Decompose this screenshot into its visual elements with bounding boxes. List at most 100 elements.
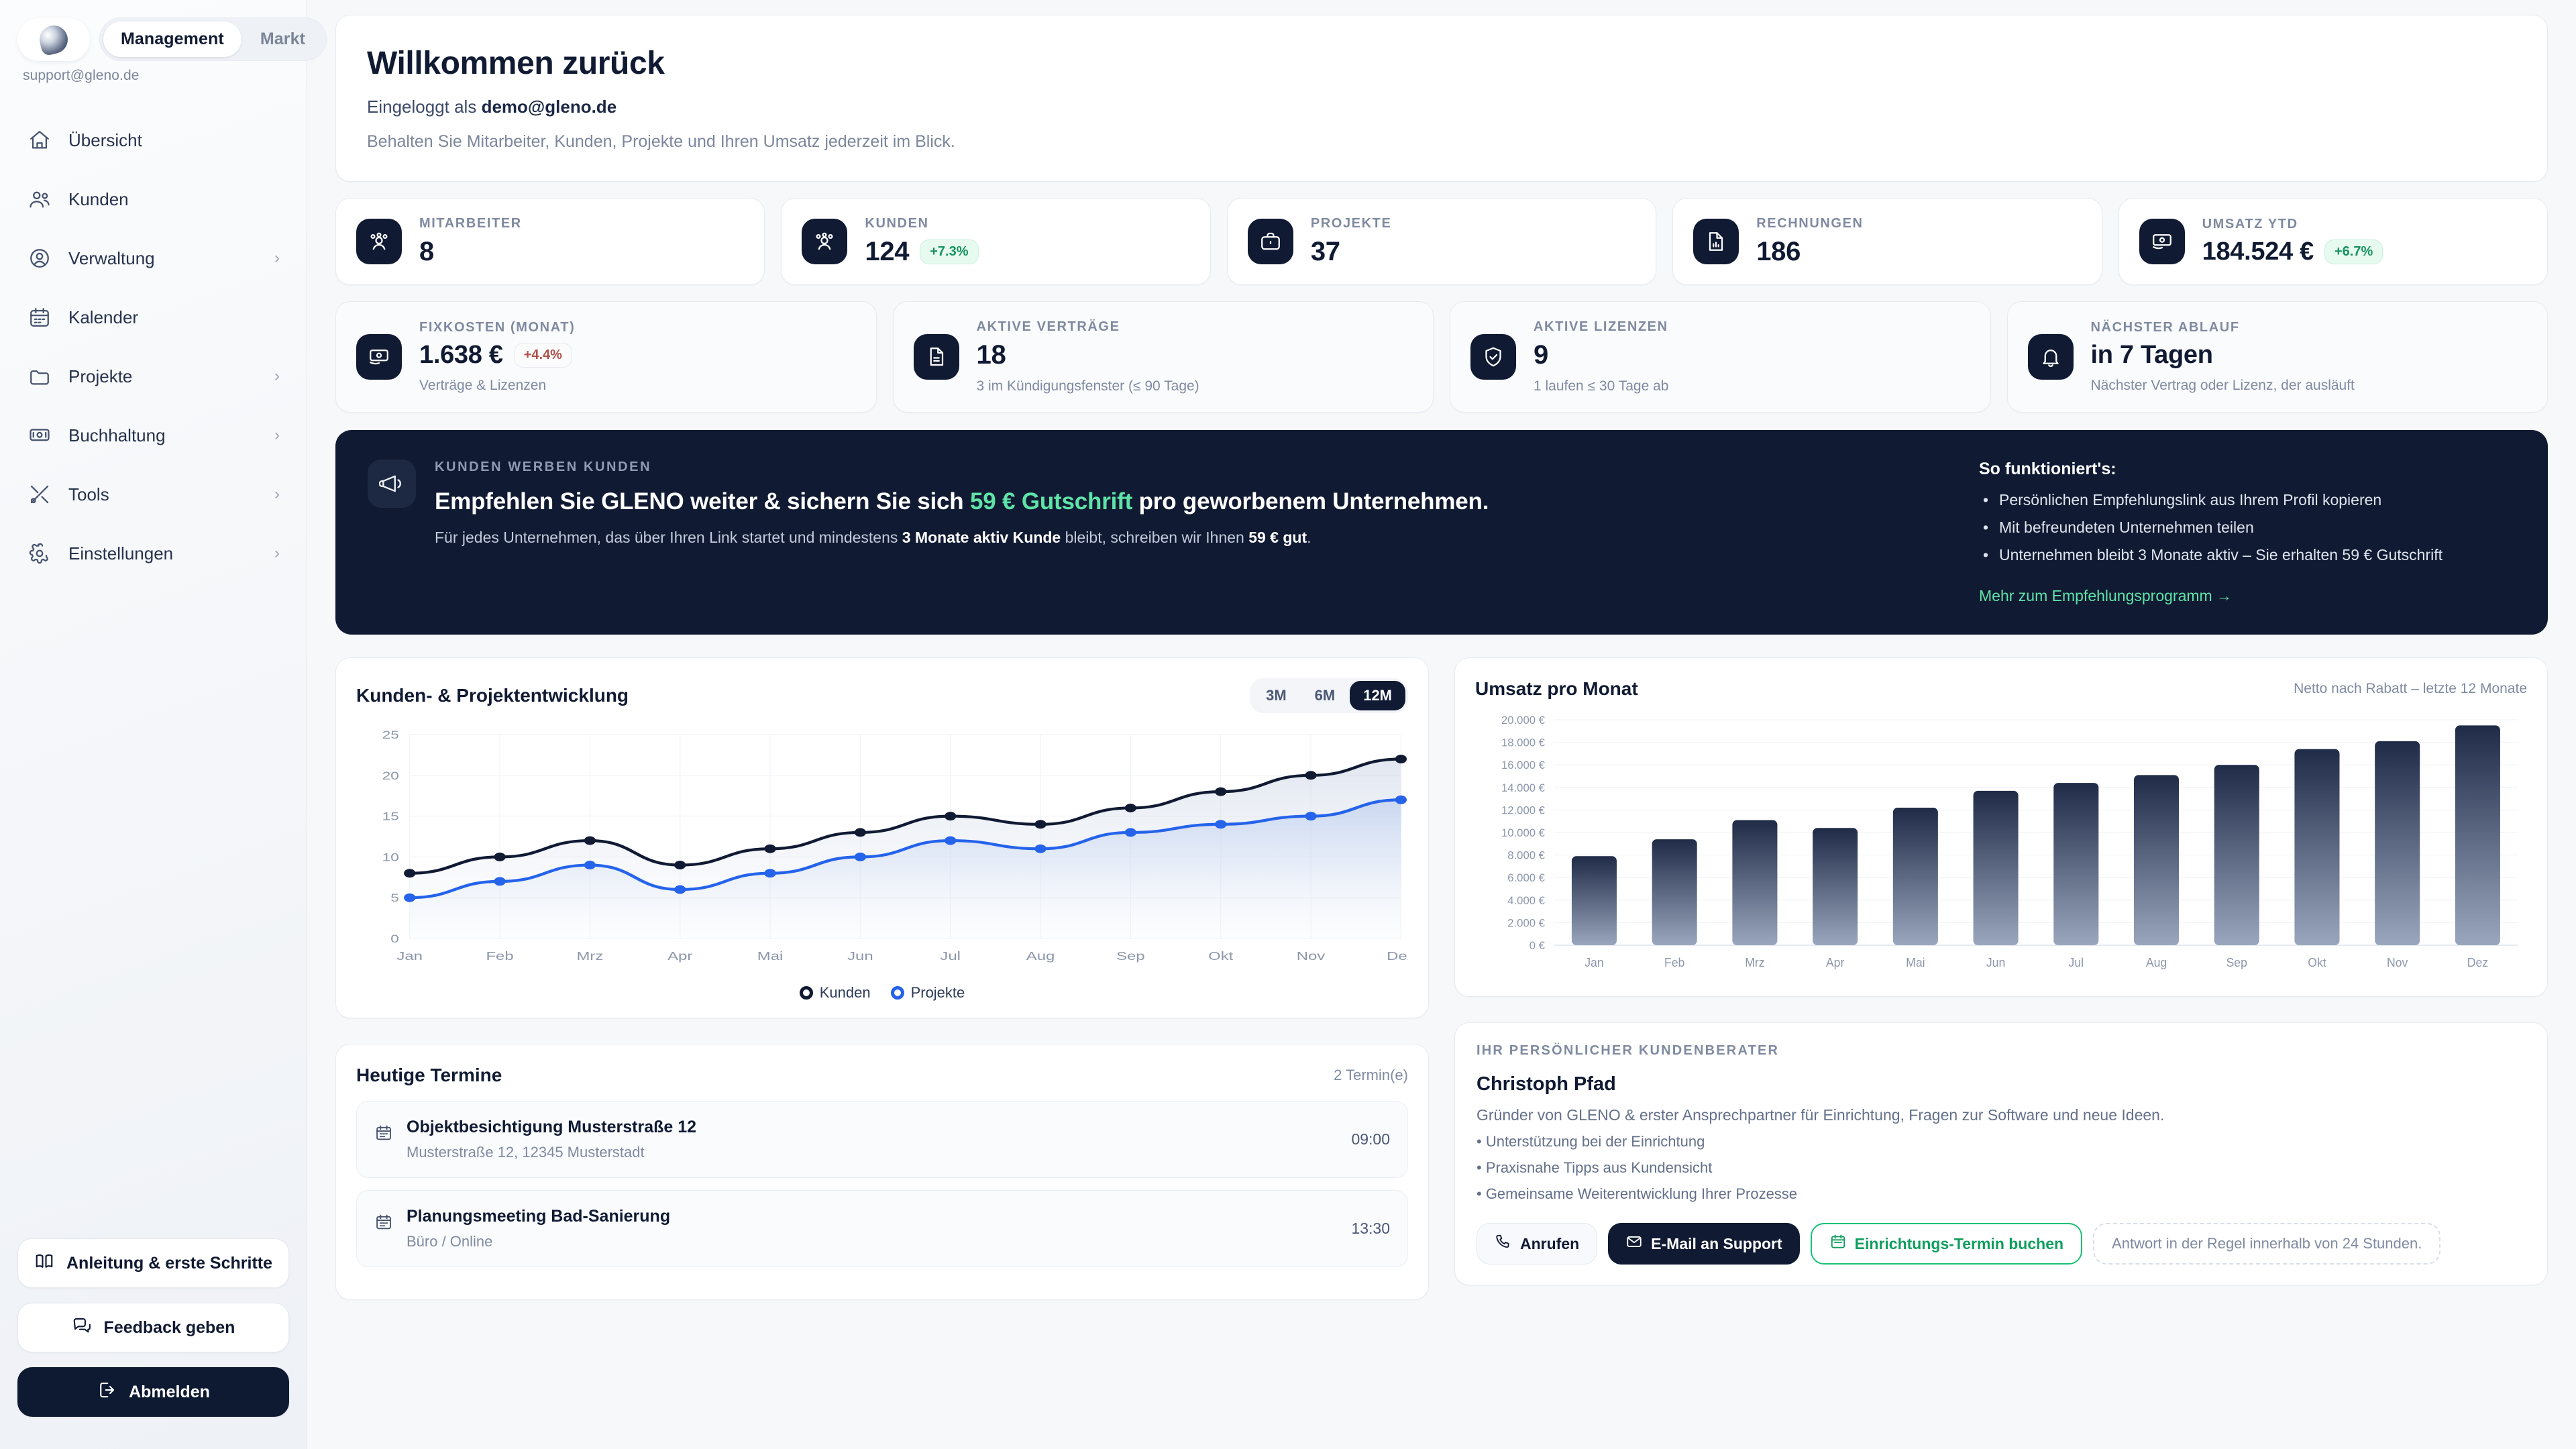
guide-button[interactable]: Anleitung & erste Schritte [17,1238,289,1288]
how-item: Persönlichen Empfehlungslink aus Ihrem P… [1979,491,2516,509]
appointments-title: Heutige Termine [356,1065,502,1085]
range-12m[interactable]: 12M [1350,681,1405,710]
svg-text:Nov: Nov [1297,950,1326,963]
page-title: Willkommen zurück [367,46,665,81]
svg-text:Okt: Okt [2308,956,2326,969]
sidebar: Management Markt support@gleno.de Übersi… [0,0,327,1449]
svg-text:Aug: Aug [2146,956,2167,969]
feedback-button[interactable]: Feedback geben [17,1303,289,1352]
bar-chart-note: Netto nach Rabatt – letzte 12 Monate [2294,681,2527,696]
logout-button[interactable]: Abmelden [17,1367,289,1417]
kpi-card-fixkosten[interactable]: FIXKOSTEN (MONAT) 1.638 € +4.4% Verträge… [335,301,877,413]
kpi-card-umsatz-ytd[interactable]: UMSATZ YTD 184.524 € +6.7% [2118,198,2548,285]
sidebar-item-label: Projekte [68,366,133,386]
book-appointment-button[interactable]: Einrichtungs-Termin buchen [1810,1223,2083,1265]
kpi-card-aktive-lizenzen[interactable]: AKTIVE LIZENZEN 9 1 laufen ≤ 30 Tage ab [1450,301,1991,413]
logout-icon [97,1380,117,1405]
kpi-value: 8 [419,237,434,266]
kpi-value: 37 [1310,237,1340,266]
tab-markt[interactable]: Markt [260,30,305,48]
svg-text:0 €: 0 € [1529,939,1546,952]
tab-management[interactable]: Management [103,21,241,57]
kpi-label: AKTIVE LIZENZEN [1534,319,1668,334]
book-icon [34,1251,54,1276]
charts-row: Kunden- & Projektentwicklung 3M 6M 12M 0… [335,657,2548,1300]
app-logo[interactable] [17,17,90,61]
legend-label: Kunden [819,984,871,1001]
svg-text:Jan: Jan [1585,956,1603,969]
how-item: Unternehmen bleibt 3 Monate aktiv – Sie … [1979,546,2516,564]
svg-text:Jul: Jul [940,950,961,963]
book-appointment-button-label: Einrichtungs-Termin buchen [1854,1234,2064,1252]
appointment-time: 13:30 [1351,1220,1390,1237]
kpi-label: NÄCHSTER ABLAUF [2090,320,2240,335]
sidebar-item-uebersicht[interactable]: Übersicht [17,111,289,170]
email-support-button-label: E-Mail an Support [1651,1234,1782,1252]
sidebar-item-tools[interactable]: Tools › [17,465,289,524]
money-icon [356,334,402,380]
advisor-kicker: IHR PERSÖNLICHER KUNDENBERATER [1477,1043,1780,1058]
line-chart-card: Kunden- & Projektentwicklung 3M 6M 12M 0… [335,657,1429,1018]
chevron-right-icon: › [274,544,280,562]
kpi-card-kunden[interactable]: KUNDEN 124 +7.3% [781,198,1211,285]
kpi-card-mitarbeiter[interactable]: MITARBEITER 8 [335,198,765,285]
guide-button-label: Anleitung & erste Schritte [66,1253,272,1273]
kpi-card-aktive-vertraege[interactable]: AKTIVE VERTRÄGE 18 3 im Kündigungsfenste… [892,301,1434,413]
line-chart-legend: Kunden Projekte [356,984,1408,1002]
referral-banner: KUNDEN WERBEN KUNDEN Empfehlen Sie GLENO… [335,430,2548,635]
megaphone-icon [368,460,416,508]
sidebar-item-label: Buchhaltung [68,425,166,445]
sidebar-item-kunden[interactable]: Kunden [17,170,289,229]
svg-text:15: 15 [382,810,399,823]
sidebar-item-projekte[interactable]: Projekte › [17,347,289,406]
svg-text:14.000 €: 14.000 € [1501,782,1545,794]
calendar-icon [1829,1233,1847,1254]
call-button[interactable]: Anrufen [1477,1223,1598,1265]
svg-text:Jul: Jul [2069,956,2084,969]
sidebar-item-verwaltung[interactable]: Verwaltung › [17,229,289,288]
legend-dot-projekte-icon [890,986,904,1000]
svg-text:20: 20 [382,769,399,782]
kpi-value: 124 [865,237,910,266]
document-icon [1693,219,1739,264]
svg-text:Jun: Jun [847,950,873,963]
email-support-button[interactable]: E-Mail an Support [1608,1223,1800,1265]
kpi-card-rechnungen[interactable]: RECHNUNGEN 186 [1672,198,2102,285]
appointment-row[interactable]: Planungsmeeting Bad-Sanierung Büro / Onl… [356,1190,1408,1267]
svg-text:Dez: Dez [1387,950,1408,963]
advisor-card: IHR PERSÖNLICHER KUNDENBERATER Christoph… [1454,1022,2548,1285]
kpi-label: RECHNUNGEN [1756,216,1864,231]
bar-chart-card: Umsatz pro Monat Netto nach Rabatt – let… [1454,657,2548,997]
logo-orb-icon [36,22,71,56]
appointment-row[interactable]: Objektbesichtigung Musterstraße 12 Muste… [356,1101,1408,1178]
range-6m[interactable]: 6M [1314,687,1336,704]
response-time-note: Antwort in der Regel innerhalb von 24 St… [2093,1223,2441,1265]
banknote-icon [27,423,52,448]
workspace-switcher[interactable]: Management Markt [99,17,327,61]
svg-text:Mrz: Mrz [1745,956,1764,969]
svg-text:0: 0 [390,933,399,946]
advisor-name: Christoph Pfad [1477,1073,1616,1095]
sidebar-item-kalender[interactable]: Kalender [17,288,289,347]
bell-icon [2027,334,2074,380]
home-icon [27,127,52,153]
logged-in-user: demo@gleno.de [481,97,617,117]
appointment-location: Büro / Online [407,1233,493,1250]
kpi-value: in 7 Tagen [2090,341,2213,369]
sidebar-item-label: Kalender [68,307,139,327]
people-icon [356,219,402,264]
kpi-card-projekte[interactable]: PROJEKTE 37 [1226,198,1657,285]
sidebar-item-einstellungen[interactable]: Einstellungen › [17,524,289,583]
kpi-row-primary: MITARBEITER 8 KUNDEN 124 +7.3% PROJEKTE [335,198,2548,285]
chevron-right-icon: › [274,367,280,385]
range-3m[interactable]: 3M [1266,687,1287,704]
referral-program-link[interactable]: Mehr zum Empfehlungsprogramm → [1979,587,2233,604]
sidebar-item-buchhaltung[interactable]: Buchhaltung › [17,406,289,465]
range-selector[interactable]: 3M 6M 12M [1250,678,1408,713]
svg-text:20.000 €: 20.000 € [1501,714,1545,727]
kpi-subtext: 3 im Kündigungsfenster (≤ 90 Tage) [976,378,1199,394]
kpi-subtext: Verträge & Lizenzen [419,378,547,393]
kpi-card-naechster-ablauf[interactable]: NÄCHSTER ABLAUF in 7 Tagen Nächster Vert… [2006,301,2548,413]
chevron-right-icon: › [274,426,280,444]
chat-icon [72,1316,92,1340]
